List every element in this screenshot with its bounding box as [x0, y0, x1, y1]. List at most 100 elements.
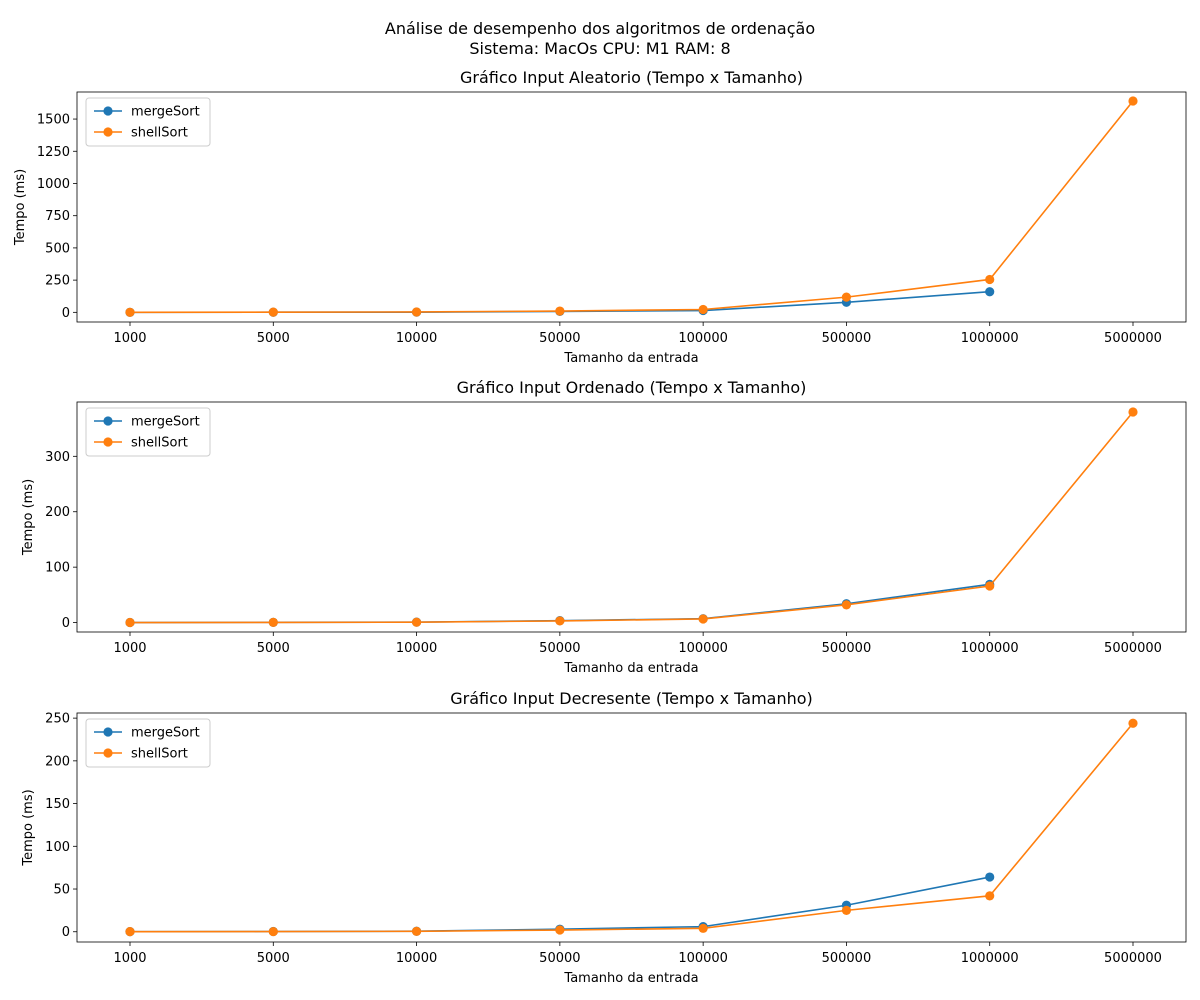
- plot-frame: [76, 401, 1187, 633]
- legend-box: [85, 718, 211, 768]
- y-tick-label: 200: [45, 754, 70, 769]
- data-point-mergeSort: [985, 287, 995, 297]
- x-tick-label: 100000: [678, 951, 728, 966]
- x-tick-label: 50000: [539, 951, 580, 966]
- series-shellSort: [125, 718, 1138, 937]
- data-point-shellSort: [268, 307, 278, 317]
- data-point-shellSort: [841, 905, 852, 915]
- data-point-shellSort: [841, 292, 852, 302]
- data-point-shellSort: [125, 927, 135, 937]
- y-tick-label: 1250: [37, 145, 70, 160]
- data-point-shellSort: [268, 926, 278, 937]
- x-tick-label: 10000: [396, 641, 437, 656]
- x-tick-label: 50000: [539, 641, 580, 656]
- legend-label-shellSort: shellSort: [131, 126, 188, 141]
- x-tick-label: 10000: [396, 331, 437, 346]
- subplot-title: Gráfico Input Decresente (Tempo x Tamanh…: [450, 689, 813, 708]
- data-point-shellSort: [125, 617, 135, 628]
- figure-title-line2: Sistema: MacOs CPU: M1 RAM: 8: [469, 39, 730, 58]
- subplots: Gráfico Input Aleatorio (Tempo x Tamanho…: [13, 68, 1187, 986]
- legend-marker-shellSort: [103, 748, 113, 758]
- legend-label-shellSort: shellSort: [131, 436, 188, 451]
- x-axis-label: Tamanho da entrada: [563, 661, 698, 676]
- series-line-mergeSort: [129, 876, 990, 933]
- series-line-shellSort: [129, 100, 1134, 314]
- y-axis-label: Tempo (ms): [21, 789, 36, 866]
- x-axis-label: Tamanho da entrada: [563, 971, 698, 986]
- data-point-shellSort: [698, 614, 708, 624]
- y-axis-label: Tempo (ms): [21, 479, 36, 556]
- x-tick-label: 500000: [822, 641, 872, 656]
- subplot-2: Gráfico Input Ordenado (Tempo x Tamanho)…: [21, 378, 1187, 676]
- x-tick-label: 5000: [257, 331, 290, 346]
- plot-frame: [76, 91, 1187, 323]
- x-tick-label: 1000000: [961, 331, 1019, 346]
- y-axis-label: Tempo (ms): [13, 169, 28, 246]
- x-tick-label: 5000000: [1104, 951, 1162, 966]
- legend-label-shellSort: shellSort: [131, 747, 188, 762]
- data-point-shellSort: [985, 581, 995, 591]
- legend-marker-shellSort: [103, 127, 113, 137]
- y-tick-label: 100: [45, 561, 70, 576]
- data-point-shellSort: [411, 307, 422, 317]
- x-tick-label: 5000: [257, 641, 290, 656]
- x-tick-label: 1000000: [961, 951, 1019, 966]
- x-tick-label: 500000: [822, 951, 872, 966]
- y-tick-label: 150: [45, 797, 70, 812]
- data-point-shellSort: [985, 891, 995, 901]
- x-tick-label: 100000: [678, 641, 728, 656]
- legend-label-mergeSort: mergeSort: [131, 726, 200, 741]
- x-tick-label: 5000000: [1104, 331, 1162, 346]
- data-point-shellSort: [1128, 718, 1138, 728]
- x-tick-label: 50000: [539, 331, 580, 346]
- legend-marker-shellSort: [103, 437, 113, 447]
- legend: mergeSort shellSort: [85, 97, 211, 147]
- data-point-shellSort: [411, 926, 422, 936]
- data-point-shellSort: [411, 617, 422, 627]
- x-tick-label: 1000000: [961, 641, 1019, 656]
- data-point-shellSort: [125, 307, 135, 317]
- data-point-shellSort: [841, 600, 852, 610]
- legend: mergeSort shellSort: [85, 407, 211, 457]
- data-point-shellSort: [555, 616, 565, 626]
- data-point-mergeSort: [985, 872, 995, 882]
- y-tick-label: 1500: [37, 113, 70, 128]
- y-tick-label: 200: [45, 505, 70, 520]
- legend-label-mergeSort: mergeSort: [131, 415, 200, 430]
- x-tick-label: 10000: [396, 951, 437, 966]
- y-tick-label: 0: [62, 925, 70, 940]
- subplot-title: Gráfico Input Aleatorio (Tempo x Tamanho…: [460, 68, 803, 87]
- y-tick-label: 300: [45, 450, 70, 465]
- plot-frame: [76, 712, 1187, 943]
- data-point-shellSort: [698, 923, 708, 933]
- subplot-3: Gráfico Input Decresente (Tempo x Tamanh…: [21, 689, 1187, 986]
- x-tick-label: 1000: [113, 331, 146, 346]
- legend-marker-mergeSort: [103, 727, 113, 737]
- legend: mergeSort shellSort: [85, 718, 211, 768]
- subplot-title: Gráfico Input Ordenado (Tempo x Tamanho): [457, 378, 807, 397]
- legend-marker-mergeSort: [103, 416, 113, 426]
- data-point-shellSort: [1128, 407, 1138, 417]
- x-tick-label: 100000: [678, 331, 728, 346]
- y-tick-label: 250: [45, 274, 70, 289]
- figure-title-line1: Análise de desempenho dos algoritmos de …: [385, 19, 815, 38]
- x-tick-label: 5000000: [1104, 641, 1162, 656]
- legend-box: [85, 407, 211, 457]
- x-tick-label: 1000: [113, 951, 146, 966]
- subplot-1: Gráfico Input Aleatorio (Tempo x Tamanho…: [13, 68, 1187, 366]
- y-tick-label: 1000: [37, 177, 70, 192]
- x-axis-label: Tamanho da entrada: [563, 351, 698, 366]
- x-tick-label: 5000: [257, 951, 290, 966]
- legend-box: [85, 97, 211, 147]
- y-tick-label: 750: [45, 209, 70, 224]
- y-tick-label: 100: [45, 840, 70, 855]
- legend-marker-mergeSort: [103, 106, 113, 116]
- data-point-shellSort: [1128, 96, 1138, 106]
- data-point-shellSort: [555, 925, 565, 935]
- y-tick-label: 0: [62, 306, 70, 321]
- series-shellSort: [125, 407, 1138, 628]
- data-point-shellSort: [268, 617, 278, 628]
- y-tick-label: 500: [45, 241, 70, 256]
- data-point-shellSort: [698, 304, 708, 315]
